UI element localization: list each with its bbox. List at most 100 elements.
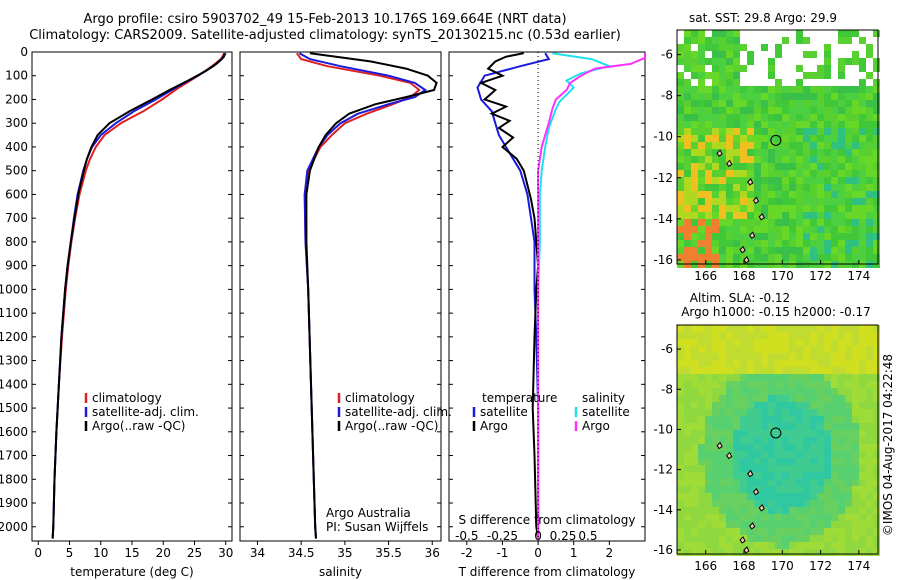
map-cell <box>740 479 747 486</box>
map-cell <box>747 170 754 177</box>
map-cell <box>873 254 880 261</box>
map-cell <box>733 444 740 451</box>
map-cell <box>712 381 719 388</box>
map-cell <box>845 521 852 528</box>
y-tick-label: 900 <box>5 259 28 273</box>
map-cell <box>677 240 684 247</box>
map-cell <box>866 430 873 437</box>
map-cell <box>866 493 873 500</box>
map-cell <box>859 367 866 374</box>
map-cell <box>691 521 698 528</box>
map-cell <box>775 360 782 367</box>
map-cell <box>831 437 838 444</box>
map-cell <box>810 493 817 500</box>
map-cell <box>838 128 845 135</box>
map-cell <box>754 465 761 472</box>
map-cell <box>789 472 796 479</box>
map-cell <box>684 451 691 458</box>
map-cell <box>726 332 733 339</box>
map-cell <box>831 458 838 465</box>
map-cell <box>789 339 796 346</box>
map-cell <box>838 51 845 58</box>
map-cell <box>810 549 817 556</box>
map-cell <box>852 409 859 416</box>
map-cell <box>705 65 712 72</box>
map-cell <box>726 135 733 142</box>
panel-frame-salinity <box>239 51 442 542</box>
map-cell <box>775 58 782 65</box>
map-cell <box>782 388 789 395</box>
map-cell <box>824 493 831 500</box>
map-cell <box>740 367 747 374</box>
map-cell <box>824 51 831 58</box>
map-cell <box>712 100 719 107</box>
map-cell <box>845 191 852 198</box>
map-cell <box>859 44 866 51</box>
map-cell <box>768 184 775 191</box>
map-cell <box>705 486 712 493</box>
map-cell <box>810 430 817 437</box>
map-cell <box>810 114 817 121</box>
map-cell <box>859 374 866 381</box>
map-cell <box>677 465 684 472</box>
map-cell <box>845 374 852 381</box>
map-cell <box>691 381 698 388</box>
x-axis-label: temperature (deg C) <box>70 565 193 579</box>
map-cell <box>831 135 838 142</box>
map-cell <box>712 240 719 247</box>
map-cell <box>831 381 838 388</box>
map-cell <box>698 30 705 37</box>
map-cell <box>754 142 761 149</box>
map-cell <box>817 360 824 367</box>
y-tick-label: 1000 <box>0 282 28 296</box>
map-cell <box>719 44 726 51</box>
map-cell <box>691 107 698 114</box>
island-outline <box>749 231 756 239</box>
map-cell <box>677 535 684 542</box>
map-cell <box>712 402 719 409</box>
map-cell <box>824 395 831 402</box>
map-cell <box>754 219 761 226</box>
map-cell <box>733 416 740 423</box>
map-cell <box>810 149 817 156</box>
map-cell <box>698 240 705 247</box>
map-cell <box>691 332 698 339</box>
map-cell <box>747 416 754 423</box>
argo-position-marker <box>770 427 782 439</box>
map-cell <box>803 367 810 374</box>
map-cell <box>677 388 684 395</box>
map-cell <box>747 156 754 163</box>
map-cell <box>768 465 775 472</box>
map-cell <box>810 500 817 507</box>
map-cell <box>789 549 796 556</box>
map-cell <box>684 184 691 191</box>
map-cell <box>698 381 705 388</box>
map-cell <box>719 353 726 360</box>
map-cell <box>712 51 719 58</box>
map-cell <box>691 479 698 486</box>
map-cell <box>719 163 726 170</box>
map-cell <box>677 184 684 191</box>
map-cell <box>775 521 782 528</box>
map-cell <box>684 142 691 149</box>
map-cell <box>754 332 761 339</box>
map-cell <box>831 493 838 500</box>
map-cell <box>698 212 705 219</box>
y-tick-label: 0 <box>20 45 28 59</box>
map-cell <box>775 381 782 388</box>
y-tick-label: 100 <box>5 69 28 83</box>
map-cell <box>859 486 866 493</box>
map-cell <box>747 353 754 360</box>
map-cell <box>796 549 803 556</box>
map-cell <box>796 184 803 191</box>
map-cell <box>705 535 712 542</box>
map-cell <box>712 388 719 395</box>
map-cell <box>831 353 838 360</box>
map-cell <box>775 451 782 458</box>
map-cell <box>691 430 698 437</box>
map-cell <box>824 37 831 44</box>
map-cell <box>705 121 712 128</box>
map-cell <box>705 93 712 100</box>
map-cell <box>838 521 845 528</box>
map-cell <box>803 472 810 479</box>
